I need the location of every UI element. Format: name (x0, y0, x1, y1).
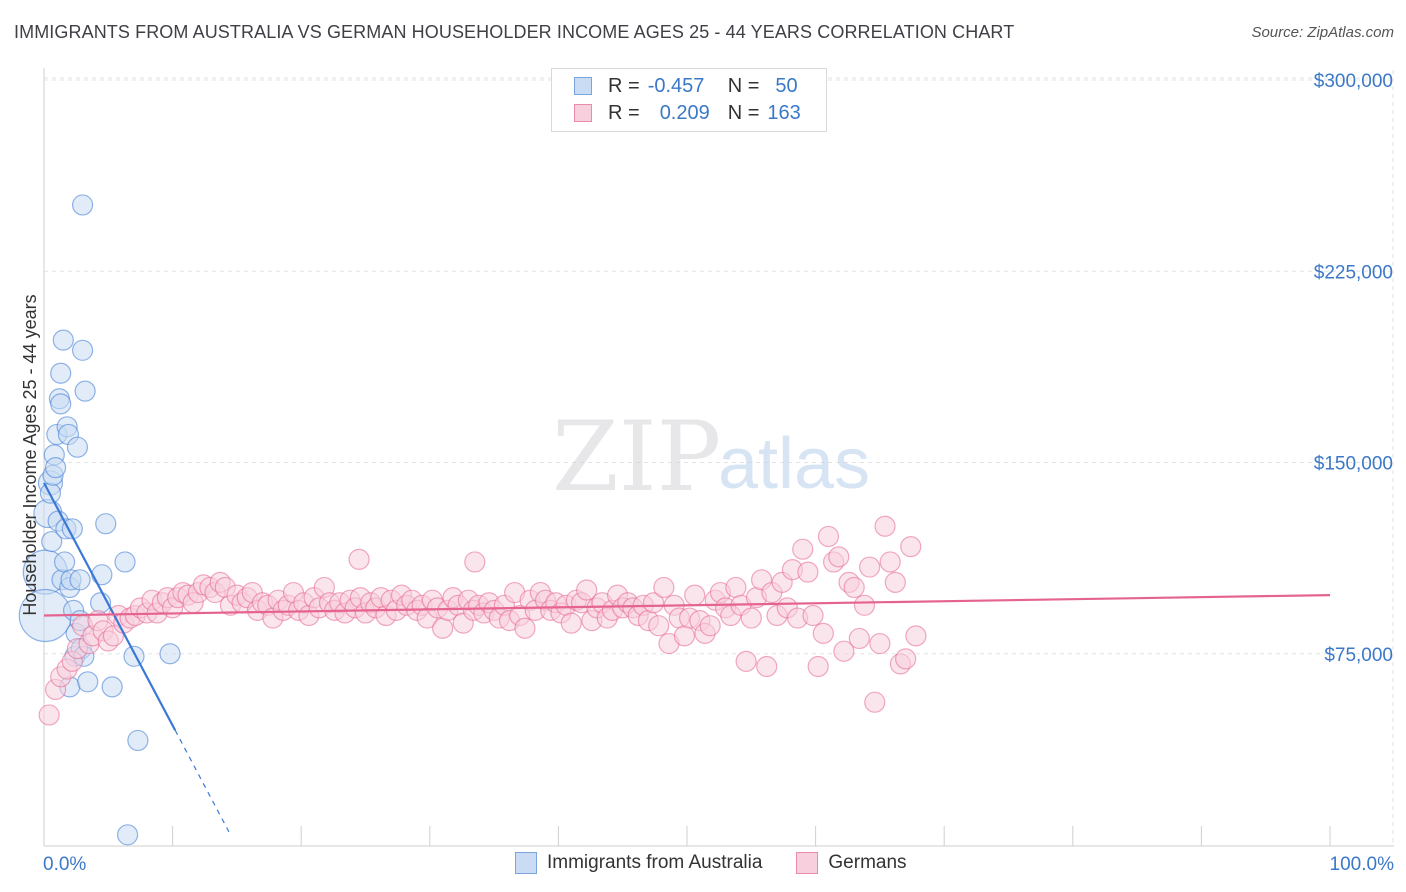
legend-item-germans[interactable]: Germans (796, 852, 907, 874)
germans-point (900, 536, 922, 558)
germans-r-value: 0.209 (659, 101, 710, 124)
germans-point (576, 579, 598, 601)
australia-point (50, 393, 72, 415)
legend-row-australia: R = -0.457 N = 50 (574, 74, 798, 98)
germans-legend-swatch (796, 852, 819, 874)
x-tick-right: 100.0% (1330, 854, 1395, 875)
germans-point (653, 576, 675, 599)
germans-point (843, 576, 865, 599)
germans-point (853, 594, 876, 616)
series-legend: Immigrants from Australia Germans (515, 852, 941, 874)
legend-item-australia[interactable]: Immigrants from Australia (515, 852, 762, 874)
australia-point (114, 551, 136, 573)
y-axis-label: Householder Income Ages 25 - 44 years (20, 294, 40, 615)
australia-r-value: -0.457 (647, 74, 705, 97)
germans-point (740, 607, 762, 629)
germans-point (699, 615, 721, 637)
australia-legend-swatch (515, 852, 537, 874)
n-label: N = (727, 74, 760, 97)
germans-point (348, 548, 370, 571)
australia-point (91, 564, 113, 586)
germans-point (673, 625, 696, 647)
germans-point (725, 576, 747, 599)
germans-point (735, 650, 757, 673)
australia-n-value: 50 (775, 74, 798, 97)
germans-point (905, 625, 927, 647)
r-label: R = (608, 74, 640, 97)
australia-point (52, 329, 74, 351)
y-tick-labels: $75,000 $150,000 $225,000 $300,000 (1314, 71, 1393, 666)
germans-swatch (574, 104, 592, 122)
germans-point (792, 538, 814, 560)
australia-point (53, 551, 76, 573)
germans-point (514, 617, 536, 639)
australia-trend-extension (174, 729, 232, 836)
x-tick-left: 0.0% (43, 854, 86, 875)
australia-point (61, 518, 83, 540)
australia-point (95, 513, 117, 535)
germans-point (879, 551, 901, 573)
germans-point (464, 551, 486, 573)
germans-point (797, 561, 819, 583)
australia-swatch (574, 77, 592, 95)
germans-point (859, 556, 881, 578)
germans-point (38, 704, 60, 726)
watermark-atlas: atlas (718, 424, 870, 504)
chart-title: IMMIGRANTS FROM AUSTRALIA VS GERMAN HOUS… (14, 22, 1015, 42)
australia-point (69, 569, 91, 591)
source-label: Source: ZipAtlas.com (1251, 24, 1394, 41)
australia-trend-line (43, 482, 177, 731)
germans-point (848, 627, 870, 650)
watermark-zip: ZIP (552, 401, 721, 513)
australia-point (44, 457, 67, 479)
legend-row-germans: R = 0.209 N = 163 (574, 101, 801, 125)
australia-point (123, 645, 145, 667)
germans-point (807, 655, 829, 678)
germans-point (833, 640, 855, 662)
germans-point (812, 622, 834, 644)
germans-point (817, 525, 840, 548)
y-tick-label: $150,000 (1314, 454, 1393, 475)
stats-legend: R = -0.457 N = 50 R = 0.209 N = 163 (551, 68, 827, 132)
germans-point (432, 617, 454, 639)
germans-point (802, 604, 824, 627)
germans-point (756, 655, 778, 678)
germans-point (642, 592, 665, 614)
australia-point (66, 436, 89, 458)
germans-point (869, 632, 891, 655)
germans-n-value: 163 (767, 101, 801, 124)
australia-point (77, 671, 99, 693)
australia-point (101, 676, 123, 698)
germans-point (874, 515, 896, 537)
germans-point (895, 648, 917, 670)
australia-legend-label: Immigrants from Australia (547, 852, 763, 873)
n-label: N = (727, 101, 760, 124)
y-tick-label: $75,000 (1324, 645, 1393, 666)
data-points (18, 194, 927, 846)
australia-point (74, 380, 96, 402)
germans-point (864, 691, 886, 713)
australia-point (127, 729, 149, 752)
australia-point (159, 643, 181, 665)
australia-point (71, 339, 94, 361)
trend-lines (43, 482, 1331, 836)
germans-point (648, 615, 670, 637)
germans-point (884, 571, 906, 593)
y-tick-label: $300,000 (1314, 71, 1393, 92)
germans-point (560, 612, 582, 634)
germans-point (684, 584, 706, 606)
germans-trend-line (43, 594, 1331, 617)
germans-point (828, 546, 850, 568)
germans-legend-label: Germans (828, 852, 907, 873)
australia-point (116, 824, 139, 846)
australia-point (50, 362, 72, 384)
australia-point (71, 194, 94, 216)
australia-point (41, 530, 63, 553)
y-tick-label: $225,000 (1314, 262, 1393, 283)
r-label: R = (608, 101, 640, 124)
